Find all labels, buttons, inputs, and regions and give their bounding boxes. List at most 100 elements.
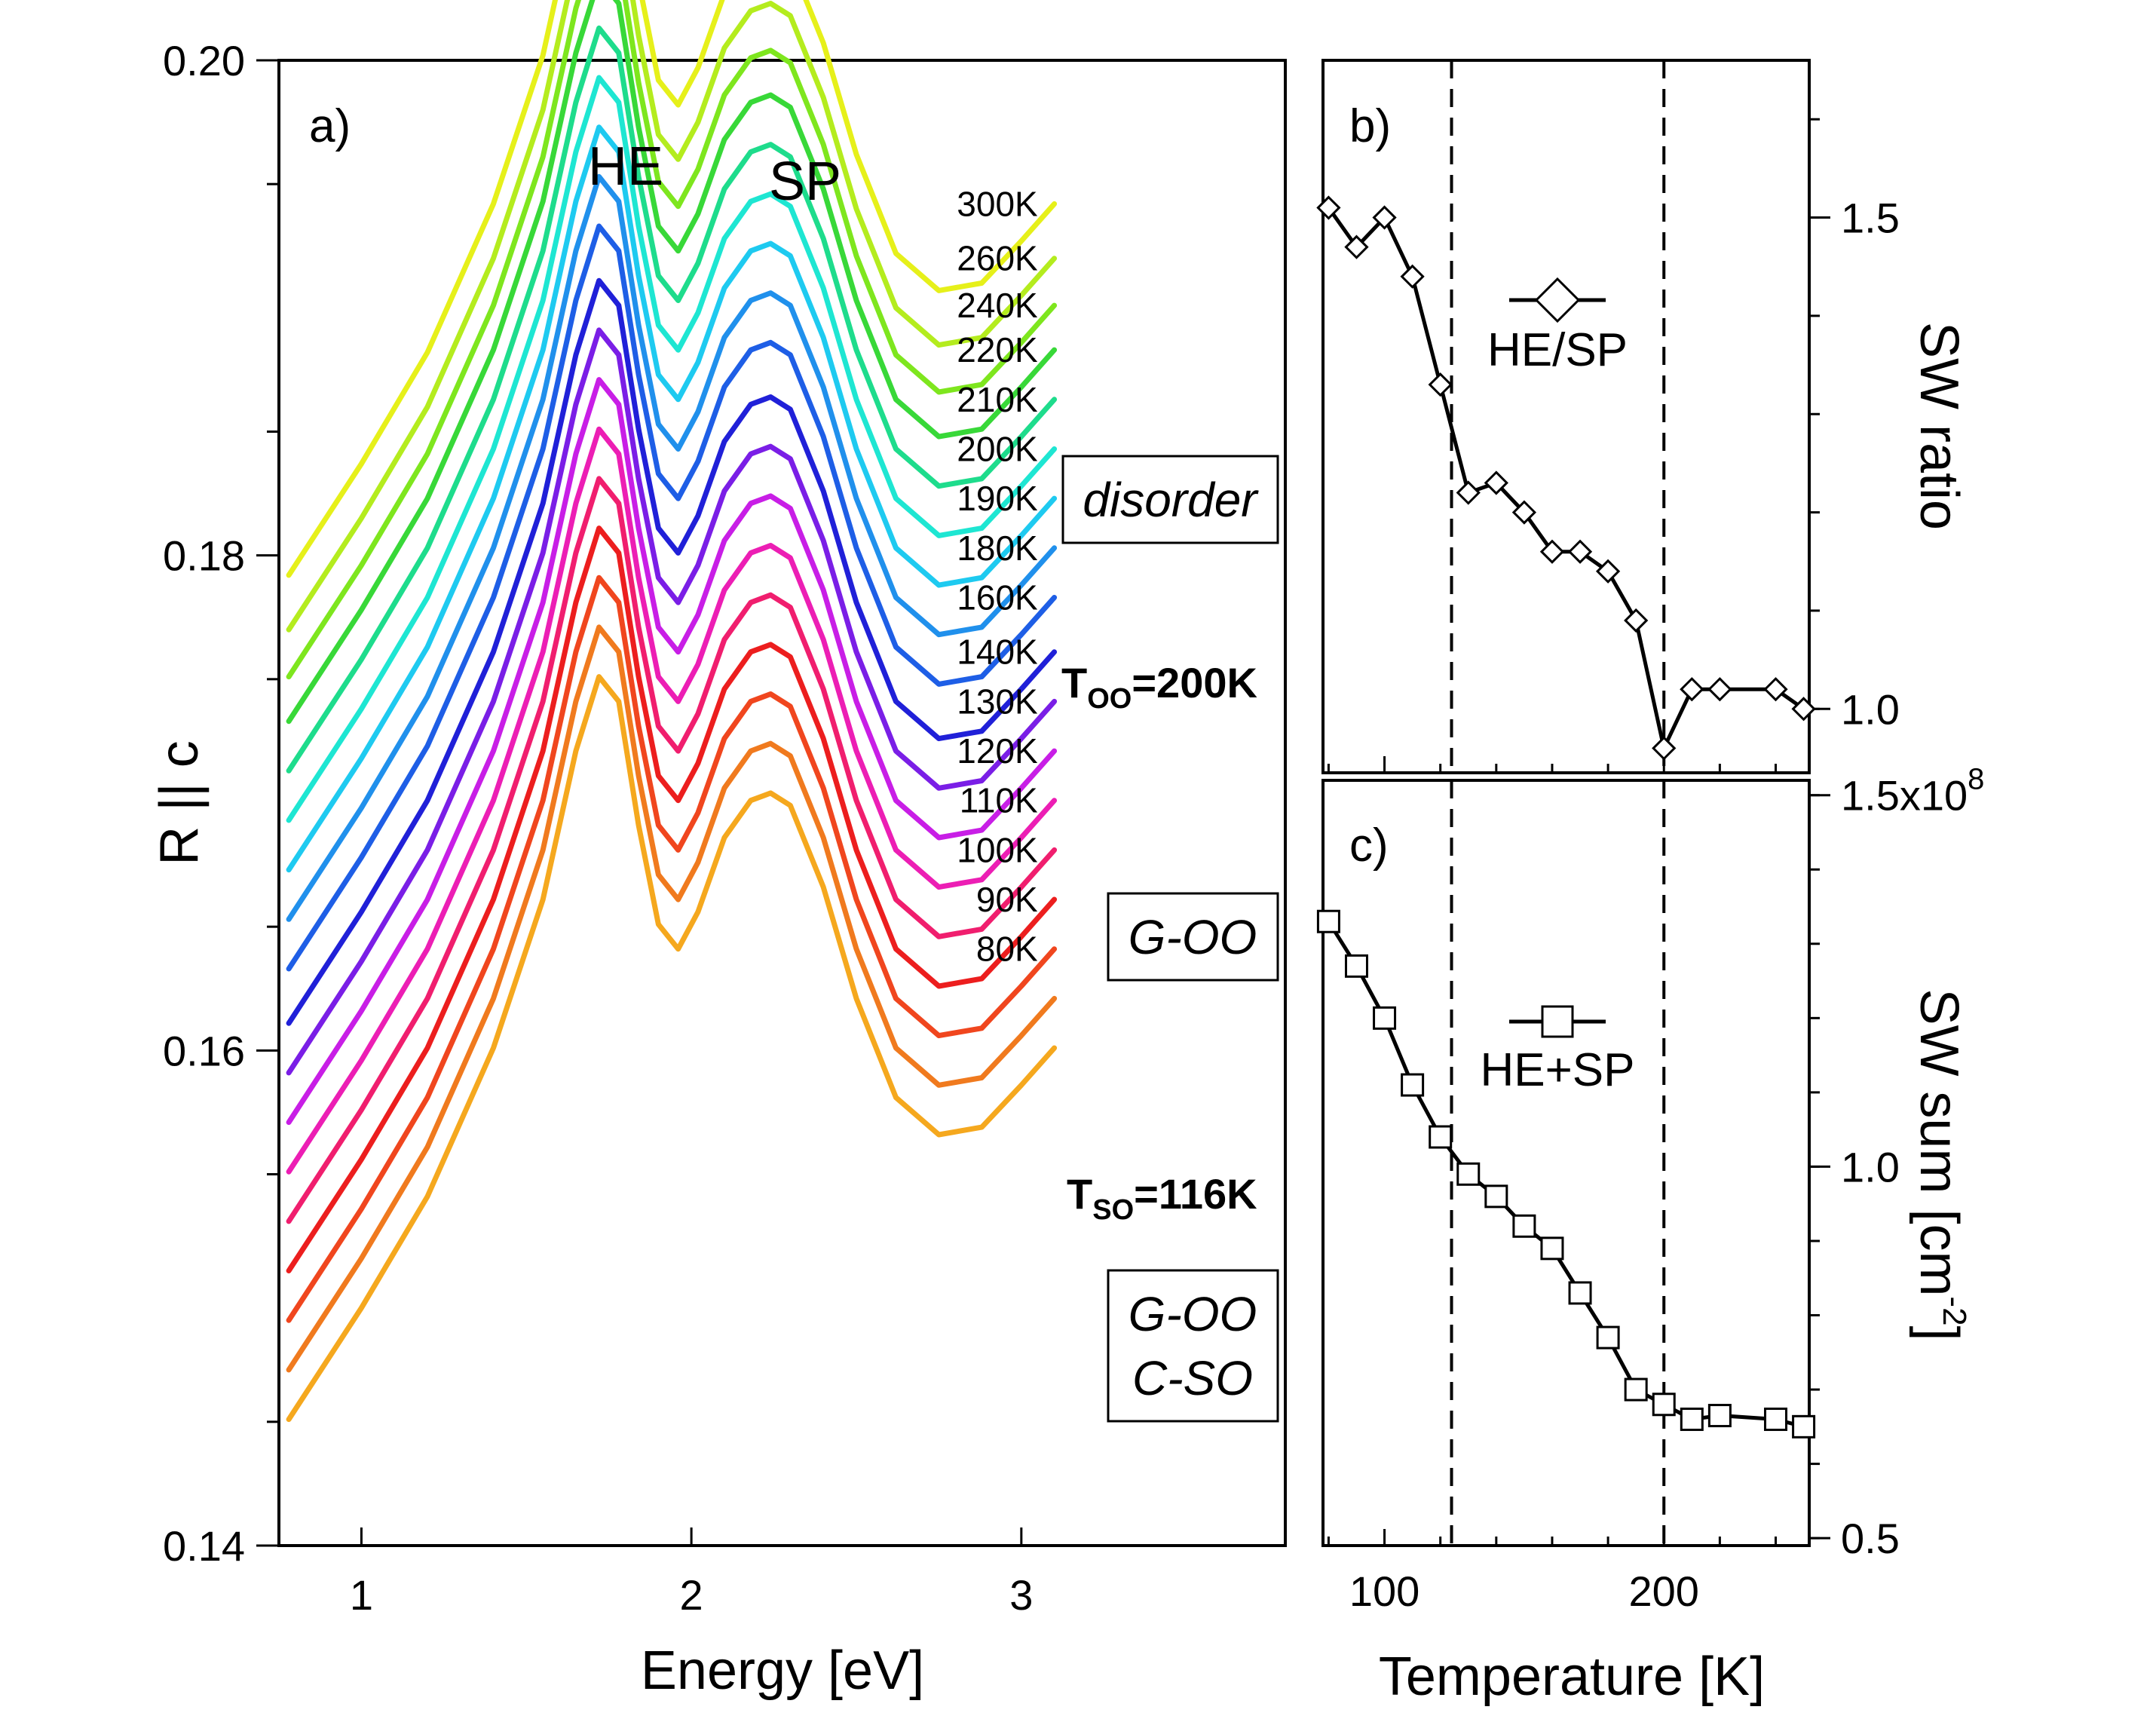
disorder-box [1061, 455, 1279, 544]
data-point [1539, 539, 1565, 564]
data-point [1344, 954, 1368, 978]
temp-label: 110K [960, 781, 1038, 820]
temp-label: 180K [957, 529, 1038, 568]
data-point [1316, 909, 1340, 933]
tso-main: T [1067, 1170, 1092, 1218]
data-point [1372, 205, 1397, 230]
panel-a-ylabel: R || c [149, 740, 210, 865]
data-point [1344, 234, 1369, 259]
data-point [1428, 372, 1453, 397]
panel-a: 1 2 3 0.14 0.16 0.18 0.20 300K 260K 240K 220K 210K… [149, 0, 1287, 1701]
ytick-label: 1.5 [1841, 195, 1900, 242]
data-point [1596, 1325, 1620, 1350]
series-curve-16 [286, 624, 1058, 1373]
too-main: T [1061, 659, 1087, 706]
panel-a-curves [286, 0, 1058, 1423]
panel-c-label: c) [1349, 820, 1389, 872]
panel-a-ticks: 1 2 3 0.14 0.16 0.18 0.20 [163, 37, 1033, 1619]
temp-label: 260K [957, 239, 1038, 278]
panel-c-ticks: 100 200 0.5 1.0 1.5x108 [1327, 763, 1984, 1615]
panel-b: 1.0 1.5 b) HE/SP SW ratio [1316, 59, 1969, 774]
panel-a-ytick-label: 0.20 [163, 37, 245, 84]
temp-label: 100K [957, 830, 1038, 869]
data-point [1624, 1377, 1648, 1402]
series-200K [286, 75, 1058, 823]
tso-val: =116K [1134, 1170, 1257, 1218]
series-curve-17 [286, 674, 1058, 1423]
panel-a-ytick-label: 0.16 [163, 1027, 245, 1074]
series-100K [286, 476, 1058, 1224]
panel-b-plot [1316, 60, 1816, 773]
panel-c-ylabel-main: SW sum [cm [1909, 988, 1969, 1296]
xtick-label: 200 [1629, 1567, 1699, 1615]
series-260K [286, 0, 1058, 633]
series-80K [286, 575, 1058, 1323]
temp-label: 300K [957, 184, 1038, 223]
data-point [1373, 1006, 1397, 1030]
panel-a-temp-labels: 300K 260K 240K 220K 210K 200K 190K 180K 160K 140K… [957, 184, 1038, 968]
data-point [1595, 559, 1621, 584]
panel-a-xtick-label: 2 [680, 1571, 703, 1619]
temp-label: 120K [957, 731, 1038, 771]
data-point [1568, 1281, 1592, 1305]
panel-c-ylabel-end: ] [1909, 1326, 1969, 1341]
data-point [1540, 1236, 1564, 1261]
temp-label: 130K [957, 682, 1038, 721]
ytick-label: 1.0 [1841, 685, 1900, 733]
panel-c-ylabel: SW sum [cm-2] [1909, 988, 1973, 1341]
data-point [1764, 1407, 1788, 1431]
ytick-label: 1.5x108 [1841, 763, 1984, 820]
panel-c: 100 200 0.5 1.0 1.5x108 c) HE+SP SW sum [cm-… [1316, 763, 1984, 1707]
data-point [1763, 677, 1788, 702]
series-180K [286, 173, 1058, 922]
panel-b-label: b) [1349, 100, 1391, 152]
too-val: =200K [1132, 659, 1257, 706]
ytick-label: 0.5 [1841, 1515, 1900, 1562]
data-point [1707, 677, 1732, 702]
series-190K [286, 124, 1058, 873]
series-130K [286, 327, 1058, 1076]
panel-a-xtick-label: 1 [350, 1571, 373, 1619]
data-point [1707, 1404, 1732, 1428]
data-point [1400, 264, 1425, 289]
panel-a-label: a) [309, 100, 351, 152]
panel-a-ytick-label: 0.14 [163, 1522, 245, 1570]
sw-series-line [1327, 920, 1805, 1429]
tso-sub: SO [1092, 1194, 1134, 1226]
series-220K [286, 0, 1058, 725]
data-point [1792, 1414, 1816, 1439]
ytick-sup: 8 [1968, 763, 1984, 796]
series-240K [286, 0, 1058, 680]
panel-a-xtick-label: 3 [1009, 1571, 1033, 1619]
series-140K [286, 277, 1058, 1026]
legend-c-label: HE+SP [1480, 1044, 1634, 1096]
panel-a-xlabel: Energy [eV] [641, 1641, 924, 1701]
data-point [1567, 539, 1593, 564]
panel-c-xlabel: Temperature [K] [1379, 1647, 1765, 1707]
temp-label: 140K [957, 633, 1038, 672]
data-point [1624, 608, 1649, 633]
data-point [1791, 697, 1816, 722]
goo-cso-label-2: C-SO [1132, 1351, 1253, 1405]
series-110K [286, 426, 1058, 1175]
peak-label-sp: SP [769, 152, 841, 212]
data-point [1456, 1162, 1481, 1186]
panel-b-ylabel: SW ratio [1909, 322, 1969, 530]
temp-label: 160K [957, 578, 1038, 617]
goo-cso-box [1107, 1269, 1279, 1423]
temp-label: 220K [957, 330, 1038, 369]
temp-label: 210K [957, 380, 1038, 419]
data-point [1680, 677, 1704, 702]
too-sub: OO [1087, 683, 1132, 715]
data-point [1680, 1407, 1704, 1431]
panel-c-ylabel-sup: -2 [1936, 1296, 1973, 1325]
panel-b-frame [1321, 59, 1811, 774]
legend-b-label: HE/SP [1487, 324, 1628, 376]
goo-cso-label-1: G-OO [1129, 1287, 1257, 1341]
legend-c-marker [1541, 1005, 1574, 1038]
data-point [1484, 470, 1508, 495]
xtick-label: 100 [1349, 1567, 1419, 1615]
temp-label: 190K [957, 479, 1038, 518]
peak-label-he: HE [588, 136, 663, 197]
panel-b-ticks: 1.0 1.5 [1327, 118, 1900, 773]
